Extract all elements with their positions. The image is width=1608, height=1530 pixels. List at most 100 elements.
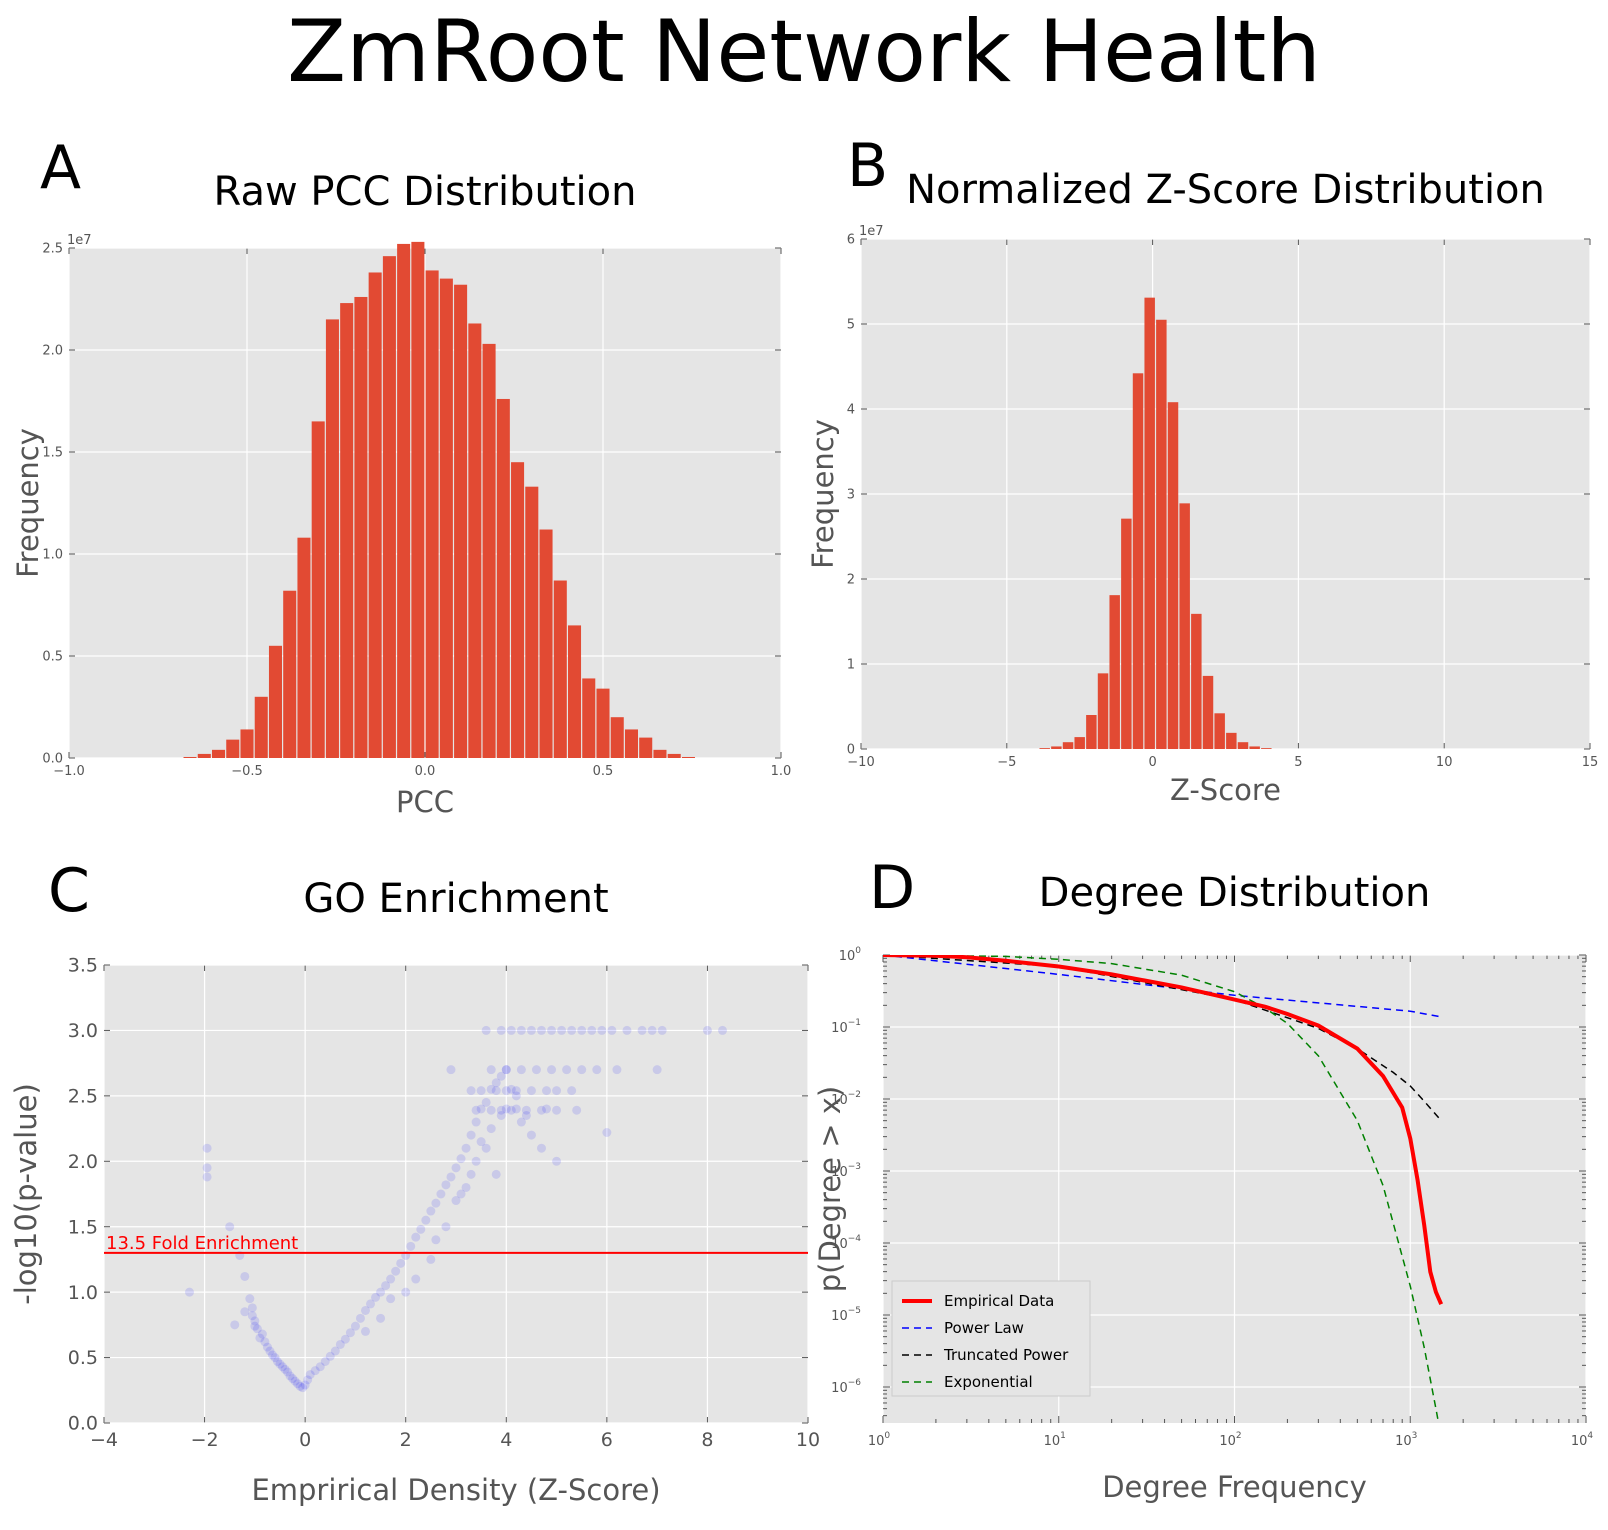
scatter-point <box>303 1375 313 1385</box>
x-tick-label: 4 <box>500 1429 512 1451</box>
scatter-point <box>401 1287 411 1297</box>
panel-title: Normalized Z-Score Distribution <box>906 167 1545 213</box>
scatter-point <box>360 1305 370 1315</box>
y-axis-label: Frequency <box>11 428 45 578</box>
histogram-bar <box>1191 613 1202 749</box>
y-tick-label: 0.5 <box>42 650 63 665</box>
histogram-bar <box>667 753 681 758</box>
x-tick-label: 2 <box>400 1429 412 1451</box>
scatter-point <box>516 1117 526 1127</box>
scatter-point <box>371 1292 381 1302</box>
scatter-point <box>240 1271 250 1281</box>
scatter-point <box>245 1294 255 1304</box>
scatter-point <box>481 1025 491 1035</box>
histogram-bar <box>1097 673 1109 749</box>
scatter-point <box>557 1025 567 1035</box>
scatter-point <box>572 1105 582 1115</box>
scatter-point <box>257 1329 267 1339</box>
legend-entry: Power Law <box>944 1319 1024 1337</box>
scatter-point <box>496 1071 506 1081</box>
scatter-point <box>441 1222 451 1232</box>
scatter-point <box>602 1127 612 1137</box>
series-line-power-law <box>883 955 1442 1018</box>
scatter-point <box>542 1086 552 1096</box>
scatter-point <box>240 1307 250 1317</box>
scatter-point <box>577 1065 587 1075</box>
y-tick-label: 1.5 <box>42 446 63 461</box>
histogram-bar <box>1051 746 1062 749</box>
x-tick-label: 103 <box>1395 1431 1417 1449</box>
y-tick-label: 2.5 <box>68 1086 98 1108</box>
y-tick-label: 100 <box>839 946 862 964</box>
scatter-point <box>446 1065 456 1075</box>
legend-entry: Exponential <box>944 1373 1033 1391</box>
y-axis-label: p(Degree > x) <box>813 1086 847 1292</box>
scatter-point <box>647 1025 657 1035</box>
histogram-bar <box>1214 713 1225 749</box>
scatter-point <box>376 1313 386 1323</box>
x-tick-label: −4 <box>90 1429 118 1451</box>
scatter-point <box>521 1105 531 1115</box>
scatter-point <box>486 1065 496 1075</box>
histogram-bar <box>582 678 596 758</box>
scatter-point <box>702 1025 712 1035</box>
histogram-bar <box>639 737 653 758</box>
scatter-point <box>476 1086 486 1096</box>
scatter-point <box>255 1333 265 1343</box>
scatter-point <box>290 1376 300 1386</box>
scatter-point <box>320 1356 330 1366</box>
scatter-point <box>542 1104 552 1114</box>
figure-title: ZmRoot Network Health <box>287 2 1321 102</box>
scatter-point <box>466 1086 476 1096</box>
y-tick-label: 1.5 <box>68 1216 98 1238</box>
x-tick-label: 10 <box>1436 755 1453 770</box>
scatter-point <box>531 1065 541 1075</box>
scatter-point <box>355 1313 365 1323</box>
scatter-point <box>516 1065 526 1075</box>
histogram-bar <box>1132 373 1144 749</box>
scatter-point <box>657 1025 667 1035</box>
y-tick-label: 2.5 <box>42 242 63 257</box>
scatter-point <box>406 1241 416 1251</box>
histogram-bar <box>553 580 567 758</box>
panel-b: B Normalized Z-Score Distribution Z-Score F… <box>806 131 1598 807</box>
scatter-point <box>501 1104 511 1114</box>
histogram-bar <box>439 278 453 758</box>
scatter-point <box>345 1328 355 1338</box>
x-tick-label: 10 <box>796 1429 820 1451</box>
histogram-bar <box>212 749 226 758</box>
histogram-bar <box>226 739 240 758</box>
histogram-bar <box>425 270 439 758</box>
x-tick-label: 15 <box>1582 755 1599 770</box>
scatter-point <box>536 1025 546 1035</box>
histogram-bar <box>681 756 695 758</box>
scatter-point <box>230 1320 240 1330</box>
y-tick-label: 3.5 <box>68 955 98 977</box>
scatter-point <box>501 1065 511 1075</box>
x-tick-label: −10 <box>847 755 874 770</box>
scatter-point <box>396 1258 406 1268</box>
y-tick-label: 1.0 <box>42 548 63 563</box>
scatter-point <box>491 1169 501 1179</box>
histogram-bar <box>1144 297 1155 749</box>
scatter-point <box>526 1086 536 1096</box>
scatter-point <box>275 1359 285 1369</box>
histogram-bar <box>297 537 311 758</box>
scatter-point <box>501 1065 511 1075</box>
scatter-point <box>526 1025 536 1035</box>
histogram-bar <box>1261 748 1272 749</box>
scatter-point <box>496 1110 506 1120</box>
scatter-point <box>547 1025 557 1035</box>
x-tick-label: 100 <box>868 1431 891 1449</box>
panel-c: C GO Enrichment Emprirical Density (Z-Scor… <box>9 856 820 1507</box>
histogram-bar <box>340 303 354 758</box>
scatter-point <box>426 1206 436 1216</box>
histogram-bar <box>268 645 282 758</box>
histogram-bar <box>1121 518 1132 749</box>
histogram-bar <box>397 243 411 759</box>
scatter-point <box>471 1105 481 1115</box>
scatter-point <box>466 1169 476 1179</box>
scatter-point <box>516 1025 526 1035</box>
x-tick-label: 6 <box>601 1429 613 1451</box>
scatter-point <box>431 1198 441 1208</box>
